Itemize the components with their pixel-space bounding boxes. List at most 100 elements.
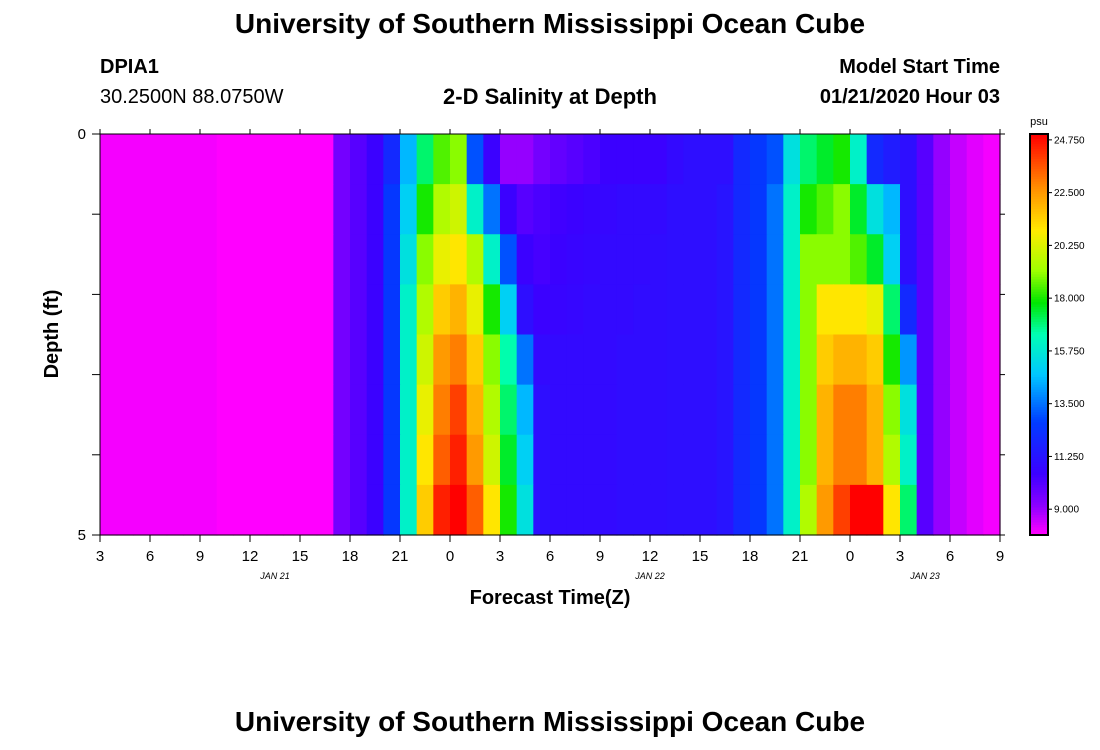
colorbar-swatch [1030,316,1048,321]
heatmap-cell [350,234,368,285]
heatmap-cell [833,384,851,436]
heatmap-cell [650,484,668,536]
heatmap-cell [300,334,318,386]
heatmap-cell [683,434,701,486]
heatmap-cell [300,184,318,235]
colorbar-swatch [1030,422,1048,426]
colorbar-swatch [1030,432,1048,436]
heatmap-cell [916,384,934,436]
heatmap-cell [750,384,768,436]
colorbar-swatch [1030,484,1048,488]
heatmap-cell [150,484,168,536]
x-tick-label: 18 [742,548,759,565]
heatmap-cell [683,334,701,386]
colorbar-tick-label: 24.750 [1054,135,1085,146]
heatmap-cell [350,134,368,185]
heatmap-cell [500,384,518,436]
heatmap-cell [450,234,468,285]
heatmap-cell [850,384,868,436]
heatmap-cell [450,334,468,386]
heatmap-cell [683,134,701,185]
heatmap-cell [200,484,218,536]
colorbar-swatch [1030,159,1048,163]
heatmap-cell [600,184,618,235]
colorbar-swatch [1030,224,1048,228]
heatmap-cell [266,334,284,386]
heatmap-cell [100,134,118,185]
heatmap-cell [450,284,468,336]
colorbar-swatch [1030,324,1048,328]
heatmap-cell [166,384,184,436]
heatmap-cell [150,134,168,185]
heatmap-cell [166,184,184,235]
heatmap-cell [966,184,984,235]
heatmap-cell [433,284,451,336]
heatmap-cell [633,284,651,336]
colorbar-swatch [1030,319,1048,323]
heatmap-cell [216,384,234,436]
heatmap-cell [516,434,534,486]
colorbar-swatch [1030,349,1048,353]
heatmap-cell [416,484,434,536]
colorbar-swatch [1030,472,1048,476]
heatmap-cell [233,484,251,536]
heatmap-cell [766,434,784,486]
heatmap-cell [216,134,234,185]
heatmap-cell [966,384,984,436]
heatmap-cell [766,384,784,436]
heatmap-cell [600,384,618,436]
heatmap-cell [933,184,951,235]
heatmap-cell [833,134,851,185]
colorbar-swatch [1030,279,1048,283]
heatmap-cell [283,234,301,285]
heatmap-cell [700,284,718,336]
heatmap-cell [783,484,801,536]
heatmap-cell [400,484,418,536]
heatmap-cell [250,384,268,436]
heatmap-cell [666,134,684,185]
colorbar-unit-label: psu [1030,116,1048,128]
colorbar-swatch [1030,504,1048,509]
heatmap-cell [133,334,151,386]
colorbar-tick-label: 20.250 [1054,241,1085,252]
heatmap-cell [483,134,501,185]
heatmap-cell [800,284,818,336]
heatmap-cell [983,134,1001,185]
colorbar-swatch [1030,269,1048,273]
colorbar-swatch [1030,226,1048,230]
x-tick-label: 12 [642,548,659,565]
colorbar-swatch [1030,424,1048,428]
heatmap-cell [516,234,534,285]
colorbar-swatch [1030,196,1048,200]
heatmap-cell [716,184,734,235]
heatmap-cell [950,334,968,386]
heatmap-cell [850,134,868,185]
heatmap-cell [850,484,868,536]
heatmap-cell [133,434,151,486]
colorbar-swatch [1030,141,1048,145]
heatmap-cell [900,384,918,436]
heatmap-cell [466,434,484,486]
heatmap-cell [216,434,234,486]
heatmap-cell [183,434,201,486]
heatmap-cell [200,284,218,336]
colorbar-swatch [1030,359,1048,363]
colorbar-swatch [1030,149,1048,153]
heatmap-cell [800,434,818,486]
heatmap-cell [866,484,884,536]
colorbar-swatch [1030,367,1048,371]
colorbar-swatch [1030,156,1048,160]
colorbar-swatch [1030,169,1048,173]
heatmap-cell [866,284,884,336]
colorbar-swatch [1030,206,1048,210]
heatmap-cell [350,184,368,235]
colorbar-swatch [1030,399,1048,403]
heatmap-cell [483,234,501,285]
heatmap-cell [266,184,284,235]
colorbar-swatch [1030,294,1048,298]
heatmap-cell [300,234,318,285]
heatmap-cell [433,184,451,235]
colorbar-swatch [1030,186,1048,190]
heatmap-cell [100,184,118,235]
colorbar-swatch [1030,467,1048,471]
